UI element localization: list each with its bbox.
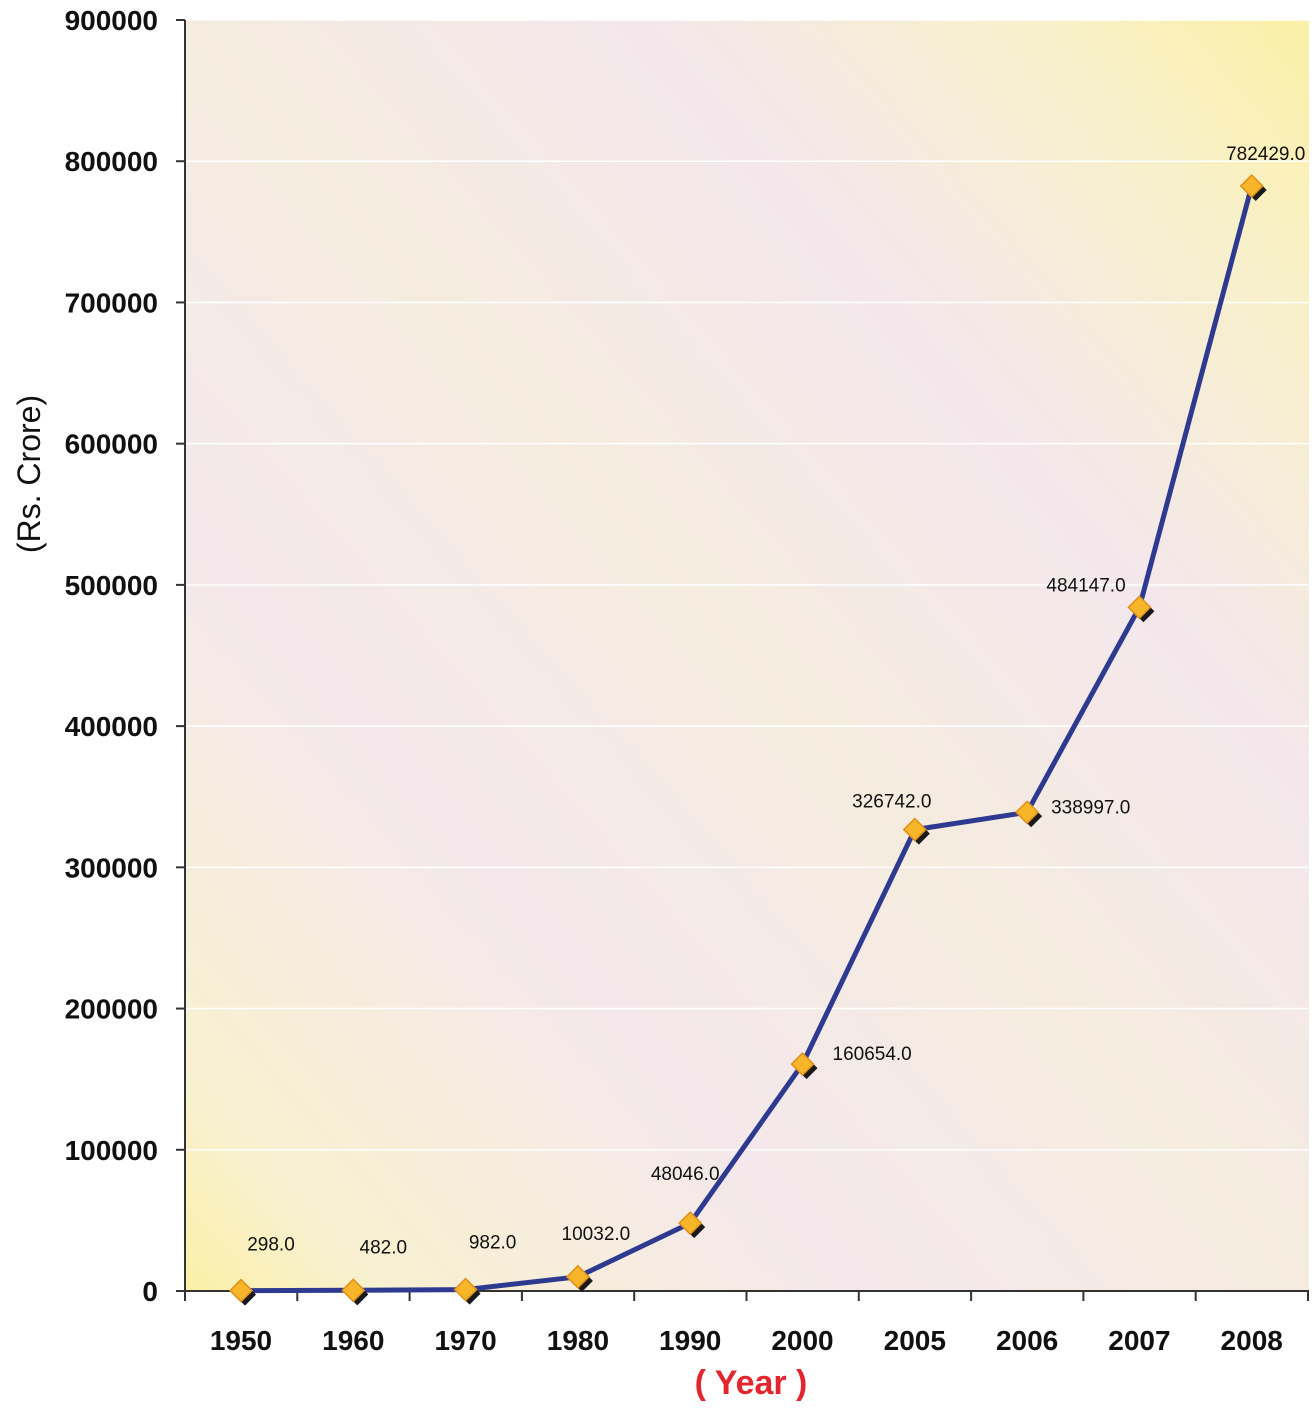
data-label: 326742.0 (852, 792, 931, 813)
y-tick-label: 800000 (65, 146, 158, 177)
data-point-marker (678, 1211, 706, 1239)
data-label: 484147.0 (1046, 575, 1125, 596)
y-tick-label: 200000 (65, 994, 158, 1025)
x-tick-label: 2006 (996, 1325, 1058, 1356)
data-point-marker (228, 1278, 256, 1306)
plot-background (185, 20, 1309, 1291)
y-tick-label: 400000 (65, 711, 158, 742)
data-label: 338997.0 (1051, 797, 1130, 818)
data-label: 782429.0 (1226, 144, 1305, 165)
data-point-marker (565, 1264, 593, 1292)
series-line-path (240, 185, 1255, 1294)
y-tick-label: 700000 (65, 287, 158, 318)
y-axis-title: (Rs. Crore) (11, 395, 47, 553)
y-tick-label: 500000 (65, 570, 158, 601)
y-tick-label: 900000 (65, 5, 158, 36)
x-tick-label: 2008 (1221, 1325, 1283, 1356)
data-point-marker (1239, 173, 1267, 202)
x-tick-label: 1990 (659, 1325, 721, 1356)
data-label: 982.0 (469, 1233, 517, 1254)
axes: 0 100000 200000 300000 400000 500000 600000 700… (65, 5, 1309, 1356)
x-axis-title: ( Year ) (695, 1364, 808, 1402)
data-label: 298.0 (247, 1235, 295, 1256)
x-tick-label: 1980 (547, 1325, 609, 1356)
data-label: 160654.0 (833, 1044, 912, 1065)
data-label: 482.0 (360, 1237, 408, 1258)
data-label: 10032.0 (562, 1224, 631, 1245)
data-point-marker (790, 1052, 818, 1080)
data-point-marker (1015, 800, 1043, 828)
x-tick-label: 2000 (771, 1325, 833, 1356)
gridlines (185, 19, 1309, 1151)
data-point-marker (341, 1278, 369, 1306)
y-tick-label: 300000 (65, 852, 158, 883)
series-line (240, 185, 1255, 1294)
data-labels: 298.0 482.0 982.0 10032.0 48046.0 160654.0 326… (247, 144, 1305, 1258)
data-markers (228, 173, 1267, 1306)
x-tick-label: 1960 (322, 1325, 384, 1356)
x-tick-label: 1970 (434, 1325, 496, 1356)
x-tick-label: 2005 (884, 1325, 946, 1356)
x-tick-label: 2007 (1108, 1325, 1170, 1356)
y-tick-label: 600000 (65, 429, 158, 460)
y-tick-label: 0 (142, 1276, 158, 1307)
data-point-marker (902, 817, 930, 845)
data-point-marker (453, 1277, 481, 1305)
y-tick-label: 100000 (65, 1135, 158, 1166)
data-point-marker (1127, 595, 1155, 623)
x-tick-label: 1950 (210, 1325, 272, 1356)
data-label: 48046.0 (651, 1164, 720, 1185)
